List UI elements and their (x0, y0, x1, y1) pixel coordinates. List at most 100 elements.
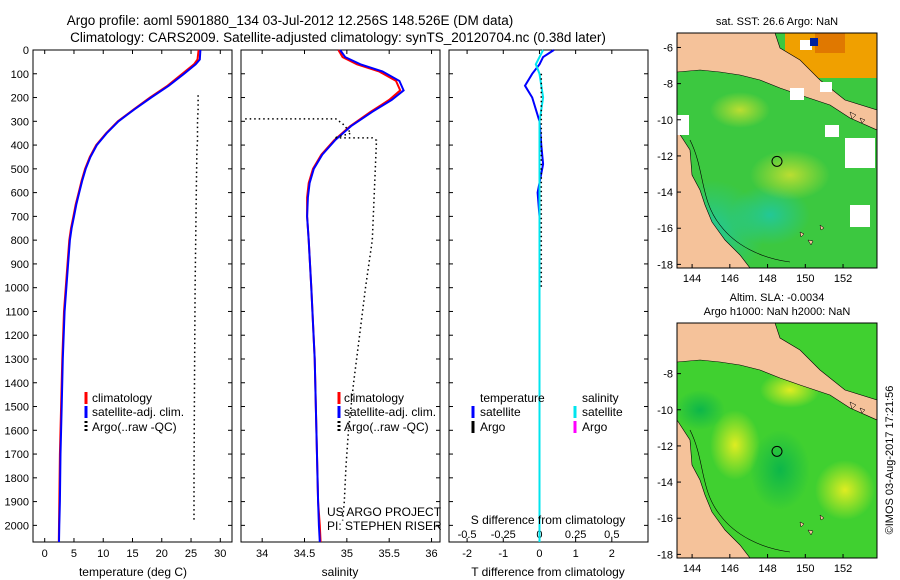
x-tick-label: 34 (256, 548, 268, 560)
x-tick-label: -2 (462, 548, 472, 560)
x-tick-label: 30 (214, 548, 226, 560)
x-tick-label: 5 (71, 548, 77, 560)
x-tick-label: 35 (341, 548, 353, 560)
map-y-tick-label: -16 (657, 513, 673, 525)
temperature-axis-label: temperature (deg C) (79, 565, 187, 579)
difference-panel-frame (448, 49, 649, 543)
sst-warm-patch-2 (710, 92, 770, 128)
x-tick-label: 10 (97, 548, 109, 560)
imos-credit: ©IMOS 03-Aug-2017 17:21:56 (884, 386, 896, 535)
difference-y-ticks (449, 49, 648, 526)
y-tick-label: 400 (11, 140, 29, 152)
sla-map (677, 323, 877, 558)
y-tick-label: 800 (11, 235, 29, 247)
x-tick-label: 35.5 (378, 548, 399, 560)
salinity-panel-frame (240, 49, 441, 543)
sla-map-ticks: 144 146 148 150 152 -8 -10 -12 -14 -16 -18 (657, 369, 852, 575)
x-tick-label: 0 (42, 548, 48, 560)
sla-low-1 (750, 430, 810, 510)
legend-label-climatology: climatology (344, 391, 404, 405)
series-line-satellite-adj-clim (306, 49, 405, 543)
sst-cloud-1 (820, 82, 832, 92)
map-x-tick-label: 152 (834, 273, 852, 285)
y-tick-label: 200 (11, 93, 29, 105)
map-x-tick-label: 144 (683, 273, 701, 285)
temperature-legend: climatology satellite-adj. clim. Argo(..… (84, 391, 184, 434)
y-tick-label: 1600 (5, 425, 29, 437)
x-tick-label: 1 (573, 548, 579, 560)
x-tick-label: 25 (185, 548, 197, 560)
map-y-tick-label: -12 (657, 151, 673, 163)
temperature-panel-frame (32, 49, 233, 543)
map-x-tick-label: 146 (721, 563, 739, 575)
sla-map-title-1: Altim. SLA: -0.0034 (730, 292, 825, 304)
y-tick-label: 1200 (5, 330, 29, 342)
legend-label-satellite: satellite-adj. clim. (92, 405, 184, 419)
map-x-tick-label: 148 (758, 273, 776, 285)
sst-land-qld (677, 129, 751, 268)
sst-cloud-5 (677, 115, 689, 135)
series-line-satellite-adj-clim (58, 49, 202, 543)
sla-land-png (677, 323, 877, 421)
series-line-salinity-satellite (534, 49, 545, 542)
difference-s-ticks: -0.5 -0.25 0 0.25 0.5 (458, 529, 620, 541)
s-tick-label: -0.25 (491, 529, 516, 541)
y-tick-label: 1500 (5, 402, 29, 414)
map-y-tick-label: -14 (657, 187, 673, 199)
y-tick-label: 600 (11, 188, 29, 200)
sst-land-png (677, 33, 877, 131)
y-tick-label: 700 (11, 211, 29, 223)
sst-argo-marker (771, 155, 783, 167)
salinity-x-ticks: 34 34.5 35 35.5 36 (256, 50, 438, 560)
y-tick-label: 1400 (5, 378, 29, 390)
x-tick-label: 2 (609, 548, 615, 560)
y-tick-label: 500 (11, 164, 29, 176)
salinity-y-ticks (241, 49, 440, 526)
sla-high-1 (710, 410, 760, 480)
sla-high-2 (815, 460, 875, 520)
sst-islands (799, 111, 866, 246)
sst-hot-pixel (810, 38, 818, 46)
difference-series (523, 49, 555, 542)
temperature-x-ticks: 0 5 10 15 20 25 30 (42, 50, 226, 560)
map-x-tick-label: 148 (758, 563, 776, 575)
y-tick-label: 1800 (5, 473, 29, 485)
legend-label-argo: Argo(..raw -QC) (344, 420, 429, 434)
x-tick-label: 20 (156, 548, 168, 560)
s-tick-label: 0.25 (565, 529, 586, 541)
map-y-tick-label: -18 (657, 549, 673, 561)
y-tick-label: 1900 (5, 497, 29, 509)
map-y-tick-label: -12 (657, 441, 673, 453)
sst-map-ticks: 144 146 148 150 152 -6 -8 -10 -12 -14 -16 -18 (657, 42, 852, 285)
salinity-axis-label: salinity (322, 565, 359, 579)
sla-low-2 (677, 390, 725, 430)
sla-map-frame (676, 322, 878, 559)
map-y-tick-label: -18 (657, 259, 673, 271)
legend-title-temperature: temperature (480, 391, 545, 405)
x-tick-label: 0 (536, 548, 542, 560)
map-y-tick-label: -8 (663, 79, 673, 91)
sla-land-qld (677, 419, 751, 558)
y-tick-label: 1300 (5, 354, 29, 366)
y-tick-label: 1700 (5, 449, 29, 461)
legend-title-salinity: salinity (582, 391, 619, 405)
map-x-tick-label: 146 (721, 273, 739, 285)
y-tick-label: 1100 (5, 306, 29, 318)
map-x-tick-label: 152 (834, 563, 852, 575)
s-tick-label: 0.5 (604, 529, 619, 541)
x-tick-label: -1 (498, 548, 508, 560)
header-line-1: Argo profile: aoml 5901880_134 03-Jul-20… (67, 13, 514, 28)
sst-cloud-6 (790, 88, 804, 100)
temperature-series (57, 49, 202, 543)
sla-reef-contour (689, 429, 791, 553)
sla-map-title-2: Argo h1000: NaN h2000: NaN (704, 306, 851, 318)
legend-label-temp-satellite: satellite (480, 405, 521, 419)
legend-label-sal-satellite: satellite (582, 405, 623, 419)
x-tick-label: 34.5 (294, 548, 315, 560)
sst-map-title: sat. SST: 26.6 Argo: NaN (716, 16, 838, 28)
map-x-tick-label: 150 (796, 273, 814, 285)
salinity-series (245, 49, 405, 543)
s-tick-label: -0.5 (458, 529, 477, 541)
pi-annotation: PI: STEPHEN RISER (327, 519, 442, 533)
